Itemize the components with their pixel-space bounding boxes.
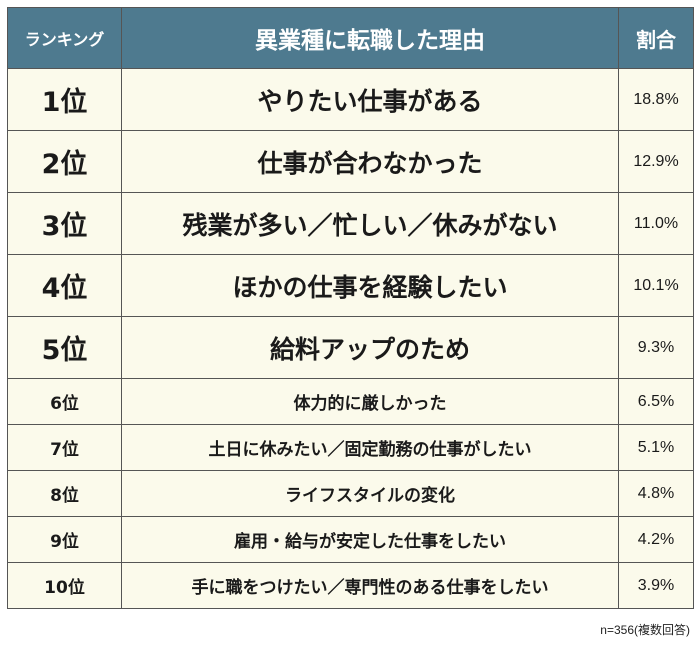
reason-cell: 手に職をつけたい／専門性のある仕事をしたい xyxy=(121,562,619,609)
header-percentage: 割合 xyxy=(618,7,694,69)
table-row: 7位 土日に休みたい／固定勤務の仕事がしたい 5.1% xyxy=(7,424,694,471)
reason-cell: ほかの仕事を経験したい xyxy=(121,254,619,317)
rank-cell: 8位 xyxy=(7,470,122,517)
reason-cell: 雇用・給与が安定した仕事をしたい xyxy=(121,516,619,563)
rank-cell: 3位 xyxy=(7,192,122,255)
ranking-table: ランキング 異業種に転職した理由 割合 1位 やりたい仕事がある 18.8% 2位 仕事… xyxy=(7,7,694,609)
reason-cell: 給料アップのため xyxy=(121,316,619,379)
percentage-cell: 3.9% xyxy=(618,562,694,609)
percentage-cell: 6.5% xyxy=(618,378,694,425)
percentage-cell: 4.8% xyxy=(618,470,694,517)
rank-cell: 1位 xyxy=(7,68,122,131)
reason-cell: ライフスタイルの変化 xyxy=(121,470,619,517)
rank-cell: 6位 xyxy=(7,378,122,425)
percentage-cell: 11.0% xyxy=(618,192,694,255)
header-reason: 異業種に転職した理由 xyxy=(121,7,619,69)
table-row: 4位 ほかの仕事を経験したい 10.1% xyxy=(7,254,694,317)
reason-cell: 土日に休みたい／固定勤務の仕事がしたい xyxy=(121,424,619,471)
rank-cell: 2位 xyxy=(7,130,122,193)
table-row: 6位 体力的に厳しかった 6.5% xyxy=(7,378,694,425)
table-row: 3位 残業が多い／忙しい／休みがない 11.0% xyxy=(7,192,694,255)
rank-cell: 9位 xyxy=(7,516,122,563)
percentage-cell: 12.9% xyxy=(618,130,694,193)
reason-cell: やりたい仕事がある xyxy=(121,68,619,131)
reason-cell: 体力的に厳しかった xyxy=(121,378,619,425)
rank-cell: 7位 xyxy=(7,424,122,471)
percentage-cell: 10.1% xyxy=(618,254,694,317)
table-row: 5位 給料アップのため 9.3% xyxy=(7,316,694,379)
sample-size-note: n=356(複数回答) xyxy=(600,623,690,637)
rank-cell: 10位 xyxy=(7,562,122,609)
table-row: 8位 ライフスタイルの変化 4.8% xyxy=(7,470,694,517)
header-ranking: ランキング xyxy=(7,7,122,69)
table-row: 2位 仕事が合わなかった 12.9% xyxy=(7,130,694,193)
rank-cell: 5位 xyxy=(7,316,122,379)
reason-cell: 仕事が合わなかった xyxy=(121,130,619,193)
percentage-cell: 18.8% xyxy=(618,68,694,131)
table-row: 10位 手に職をつけたい／専門性のある仕事をしたい 3.9% xyxy=(7,562,694,609)
percentage-cell: 9.3% xyxy=(618,316,694,379)
header-row: ランキング 異業種に転職した理由 割合 xyxy=(7,7,694,69)
table-row: 1位 やりたい仕事がある 18.8% xyxy=(7,68,694,131)
rank-cell: 4位 xyxy=(7,254,122,317)
percentage-cell: 5.1% xyxy=(618,424,694,471)
reason-cell: 残業が多い／忙しい／休みがない xyxy=(121,192,619,255)
table-row: 9位 雇用・給与が安定した仕事をしたい 4.2% xyxy=(7,516,694,563)
percentage-cell: 4.2% xyxy=(618,516,694,563)
